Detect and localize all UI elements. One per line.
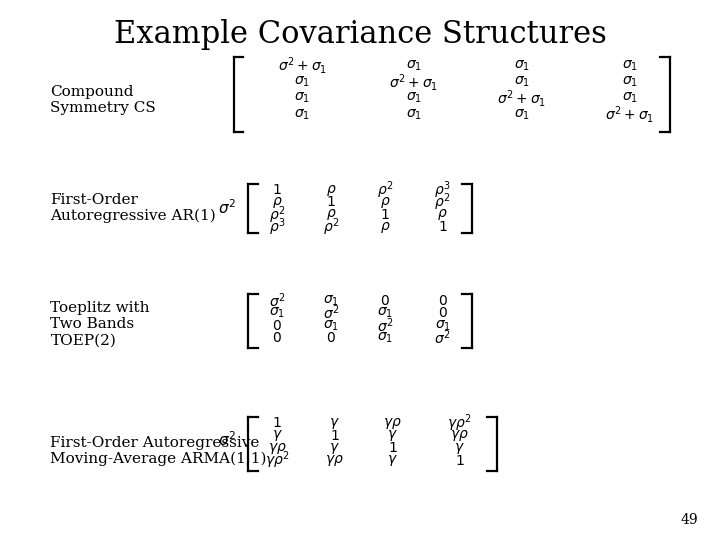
Text: Toeplitz with
Two Bands
TOEP(2): Toeplitz with Two Bands TOEP(2) [50,301,150,347]
Text: $\sigma_1$: $\sigma_1$ [377,331,393,345]
Text: $\sigma_1$: $\sigma_1$ [323,294,339,308]
Text: $\rho^2$: $\rho^2$ [434,192,451,213]
Text: $\rho^2$: $\rho^2$ [323,217,340,238]
Text: $0$: $0$ [272,331,282,345]
Text: $1$: $1$ [438,220,448,234]
Text: $\rho$: $\rho$ [380,195,390,210]
Text: Compound
Symmetry CS: Compound Symmetry CS [50,85,156,115]
Text: $\gamma$: $\gamma$ [454,441,465,456]
Text: $\sigma_1$: $\sigma_1$ [323,319,339,333]
Text: $\rho^2$: $\rho^2$ [377,179,394,201]
Text: $\gamma\rho^2$: $\gamma\rho^2$ [447,413,472,434]
Text: $1$: $1$ [330,429,340,443]
Text: $\sigma_1$: $\sigma_1$ [514,75,530,89]
Text: $\sigma_1$: $\sigma_1$ [406,91,422,105]
Text: $0$: $0$ [438,294,448,308]
Text: $\rho$: $\rho$ [326,207,336,222]
Text: $\sigma^2$: $\sigma^2$ [377,316,394,335]
Text: $\sigma_1$: $\sigma_1$ [377,306,393,320]
Text: $\gamma\rho$: $\gamma\rho$ [383,416,402,431]
Text: $\sigma_1$: $\sigma_1$ [514,107,530,122]
Text: $\sigma_1$: $\sigma_1$ [622,75,638,89]
Text: $\rho^3$: $\rho^3$ [269,217,286,238]
Text: First-Order Autoregressive
Moving-Average ARMA(1,1): First-Order Autoregressive Moving-Averag… [50,436,267,466]
Text: $\rho$: $\rho$ [380,220,390,235]
Text: $\gamma\rho^2$: $\gamma\rho^2$ [265,450,289,471]
Text: $\sigma^2 + \sigma_1$: $\sigma^2 + \sigma_1$ [278,56,327,76]
Text: $1$: $1$ [326,195,336,210]
Text: $\gamma\rho$: $\gamma\rho$ [325,453,344,468]
Text: $\gamma\rho$: $\gamma\rho$ [450,428,469,443]
Text: $1$: $1$ [380,208,390,222]
Text: $\gamma$: $\gamma$ [271,428,283,443]
Text: $\sigma_1$: $\sigma_1$ [294,75,310,89]
Text: $\sigma_1$: $\sigma_1$ [269,306,285,320]
Text: $\sigma^2$: $\sigma^2$ [434,329,451,347]
Text: $\sigma_1$: $\sigma_1$ [435,319,451,333]
Text: Example Covariance Structures: Example Covariance Structures [114,19,606,50]
Text: First-Order
Autoregressive AR(1): First-Order Autoregressive AR(1) [50,193,216,223]
Text: $\sigma_1$: $\sigma_1$ [514,59,530,73]
Text: $\sigma_1$: $\sigma_1$ [294,91,310,105]
Text: $\rho$: $\rho$ [272,195,282,210]
Text: $1$: $1$ [272,416,282,430]
Text: $\sigma^2 + \sigma_1$: $\sigma^2 + \sigma_1$ [606,104,654,125]
Text: $\gamma\rho$: $\gamma\rho$ [268,441,287,456]
Text: $\gamma$: $\gamma$ [387,453,398,468]
Text: $\sigma_1$: $\sigma_1$ [406,107,422,122]
Text: $\gamma$: $\gamma$ [387,428,398,443]
Text: $\sigma^2 + \sigma_1$: $\sigma^2 + \sigma_1$ [390,72,438,92]
Text: $\sigma_1$: $\sigma_1$ [622,59,638,73]
Text: $\rho^3$: $\rho^3$ [434,179,451,201]
Text: $\rho$: $\rho$ [438,207,448,222]
Text: $1$: $1$ [272,183,282,197]
Text: $0$: $0$ [326,331,336,345]
Text: $1$: $1$ [454,454,464,468]
Text: 49: 49 [681,512,698,526]
Text: $\rho$: $\rho$ [326,183,336,198]
Text: $0$: $0$ [272,319,282,333]
Text: $0$: $0$ [380,294,390,308]
Text: $\sigma_1$: $\sigma_1$ [294,107,310,122]
Text: $\gamma$: $\gamma$ [329,416,341,431]
Text: $\sigma^2$: $\sigma^2$ [323,304,340,322]
Text: $\sigma_1$: $\sigma_1$ [406,59,422,73]
Text: $\sigma^2$: $\sigma^2$ [217,431,236,449]
Text: $\gamma$: $\gamma$ [329,441,341,456]
Text: $1$: $1$ [387,441,397,455]
Text: $0$: $0$ [438,306,448,320]
Text: $\sigma_1$: $\sigma_1$ [622,91,638,105]
Text: $\sigma^2$: $\sigma^2$ [269,292,286,310]
Text: $\sigma^2 + \sigma_1$: $\sigma^2 + \sigma_1$ [498,88,546,109]
Text: $\rho^2$: $\rho^2$ [269,204,286,226]
Text: $\sigma^2$: $\sigma^2$ [217,199,236,217]
